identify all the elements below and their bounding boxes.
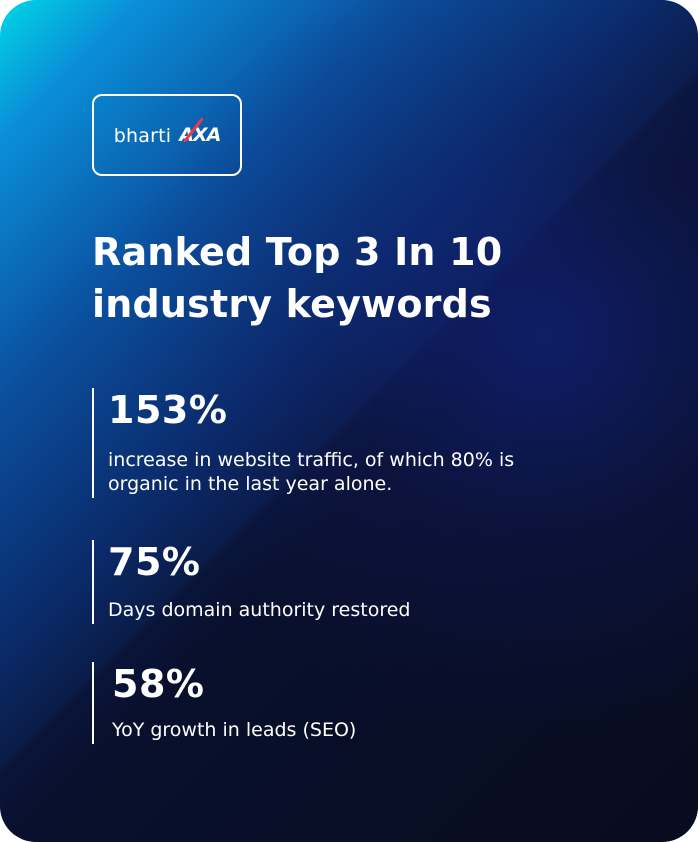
- stat-leads-growth: 58% YoY growth in leads (SEO): [92, 662, 356, 744]
- logo-axa-mark: AXA: [179, 117, 221, 146]
- stat-traffic: 153% increase in website traffic, of whi…: [92, 388, 528, 498]
- stat-value: 75%: [108, 540, 201, 584]
- stat-description: YoY growth in leads (SEO): [112, 719, 357, 741]
- stat-value: 58%: [112, 662, 205, 706]
- stat-value: 153%: [108, 388, 228, 432]
- bharti-axa-logo: bharti AXA: [92, 94, 242, 176]
- logo-axa-text: AXA: [179, 124, 221, 146]
- logo-bharti-text: bharti: [113, 125, 172, 147]
- stat-description: increase in website traffic, of which 80…: [108, 449, 515, 495]
- headline: Ranked Top 3 In 10 industry keywords: [92, 230, 503, 326]
- stat-description: Days domain authority restored: [108, 599, 411, 621]
- stat-domain-authority: 75% Days domain authority restored: [92, 540, 410, 624]
